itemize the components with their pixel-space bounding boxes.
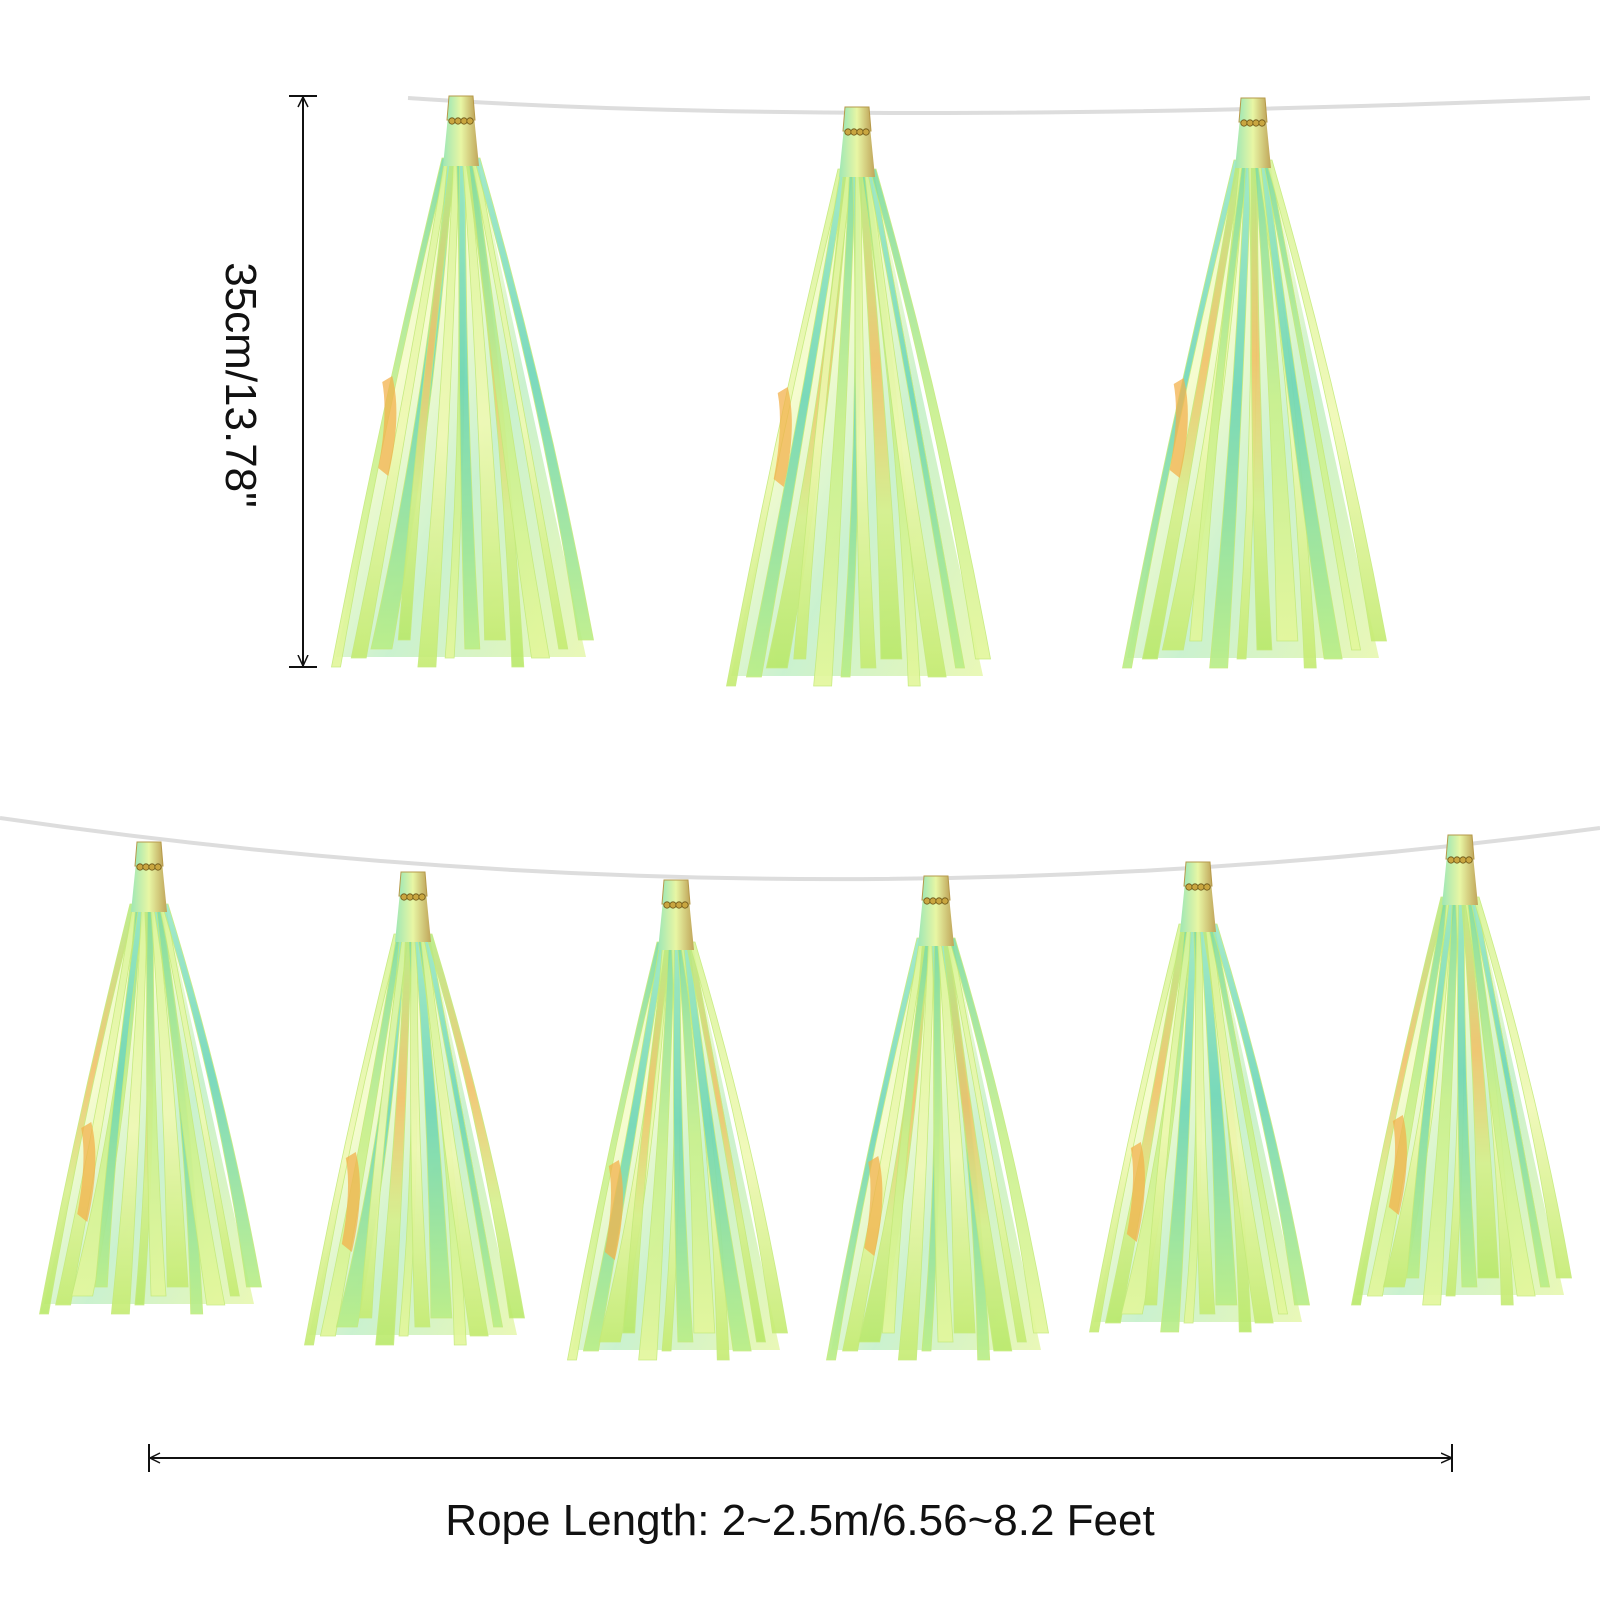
top-rope <box>407 96 1591 115</box>
tassel <box>1089 861 1310 1333</box>
tassel <box>331 95 594 668</box>
tassel <box>1351 834 1572 1306</box>
tassel <box>826 875 1049 1361</box>
tassel <box>39 841 262 1315</box>
tassel <box>304 871 525 1346</box>
tassel-length-label: 35cm/13.78" <box>216 262 265 508</box>
tassel <box>1122 97 1387 669</box>
rope-length-label: Rope Length: 2~2.5m/6.56~8.2 Feet <box>445 1496 1155 1545</box>
bottom-rope <box>0 816 1600 882</box>
tassel <box>726 106 991 687</box>
tassel <box>567 879 788 1361</box>
tassel-group <box>39 95 1572 1361</box>
